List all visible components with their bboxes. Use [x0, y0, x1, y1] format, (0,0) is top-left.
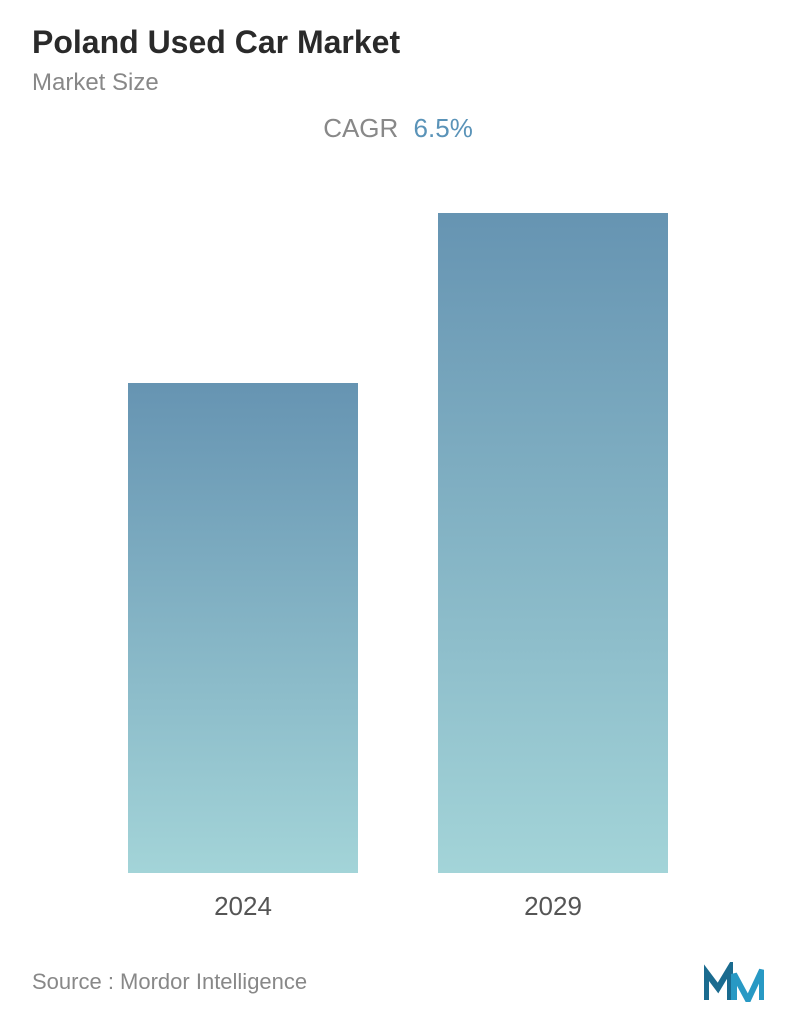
mordor-logo-icon — [704, 962, 764, 1002]
bar-0 — [128, 383, 358, 873]
bar-chart: 2024 2029 — [32, 184, 764, 942]
bar-label-1: 2029 — [524, 891, 582, 922]
chart-title: Poland Used Car Market — [32, 24, 764, 61]
cagr-row: CAGR 6.5% — [32, 113, 764, 144]
cagr-value: 6.5% — [414, 113, 473, 143]
cagr-label: CAGR — [323, 113, 398, 143]
bar-1 — [438, 213, 668, 873]
chart-subtitle: Market Size — [32, 69, 764, 97]
chart-container: Poland Used Car Market Market Size CAGR … — [0, 0, 796, 1034]
source-text: Source : Mordor Intelligence — [32, 969, 307, 995]
bar-group-1: 2029 — [438, 213, 668, 922]
bar-label-0: 2024 — [214, 891, 272, 922]
footer: Source : Mordor Intelligence — [32, 942, 764, 1010]
bar-group-0: 2024 — [128, 383, 358, 922]
